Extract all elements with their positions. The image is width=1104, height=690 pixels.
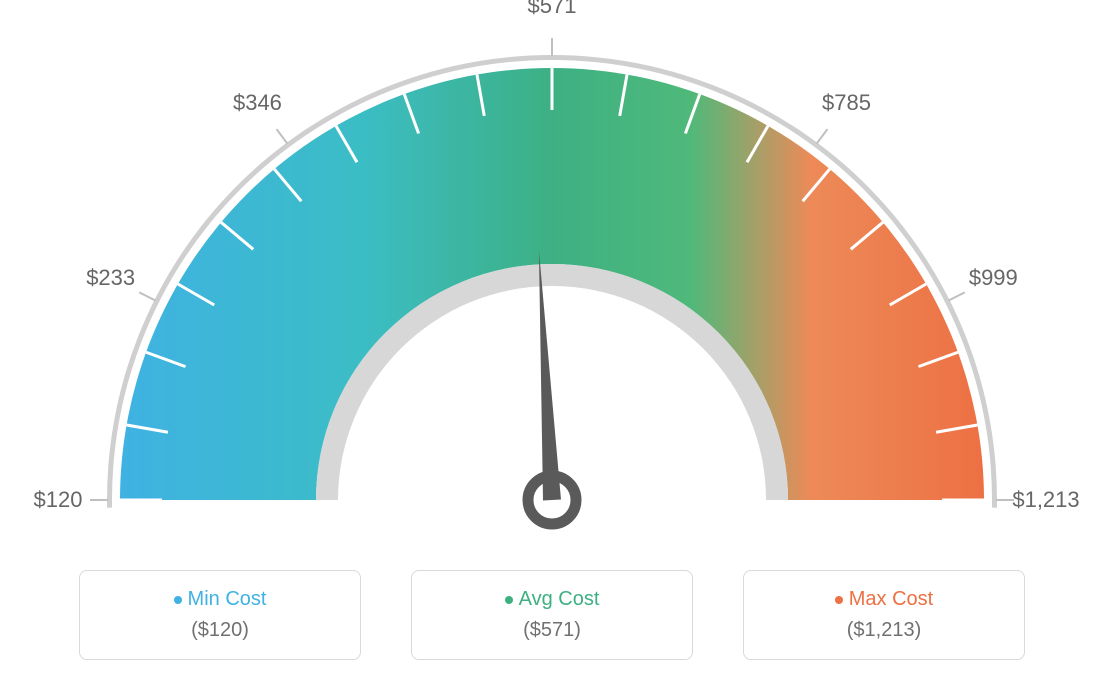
gauge-tick-label: $571: [528, 0, 577, 19]
legend-dot-max: [835, 596, 843, 604]
gauge-tick-label: $1,213: [1012, 487, 1079, 513]
legend-value-avg: ($571): [523, 619, 581, 642]
legend-card-max: Max Cost ($1,213): [743, 570, 1025, 660]
legend-row: Min Cost ($120) Avg Cost ($571) Max Cost…: [79, 570, 1025, 660]
legend-title-min: Min Cost: [174, 588, 267, 611]
gauge-tick-label: $999: [969, 265, 1018, 291]
legend-dot-min: [174, 596, 182, 604]
gauge-tick-label: $785: [822, 90, 871, 116]
legend-card-min: Min Cost ($120): [79, 570, 361, 660]
gauge-tick-label: $120: [34, 487, 83, 513]
legend-title-avg: Avg Cost: [505, 588, 600, 611]
legend-dot-avg: [505, 596, 513, 604]
gauge-svg: [0, 0, 1104, 540]
legend-value-min: ($120): [191, 619, 249, 642]
legend-label-avg: Avg Cost: [519, 588, 600, 611]
legend-card-avg: Avg Cost ($571): [411, 570, 693, 660]
gauge-tick-label: $233: [86, 265, 135, 291]
gauge-chart: $120 $233 $346 $571 $785 $999 $1,213: [0, 0, 1104, 540]
legend-label-max: Max Cost: [849, 588, 933, 611]
legend-title-max: Max Cost: [835, 588, 933, 611]
legend-label-min: Min Cost: [188, 588, 267, 611]
gauge-tick-label: $346: [233, 90, 282, 116]
legend-value-max: ($1,213): [847, 619, 922, 642]
